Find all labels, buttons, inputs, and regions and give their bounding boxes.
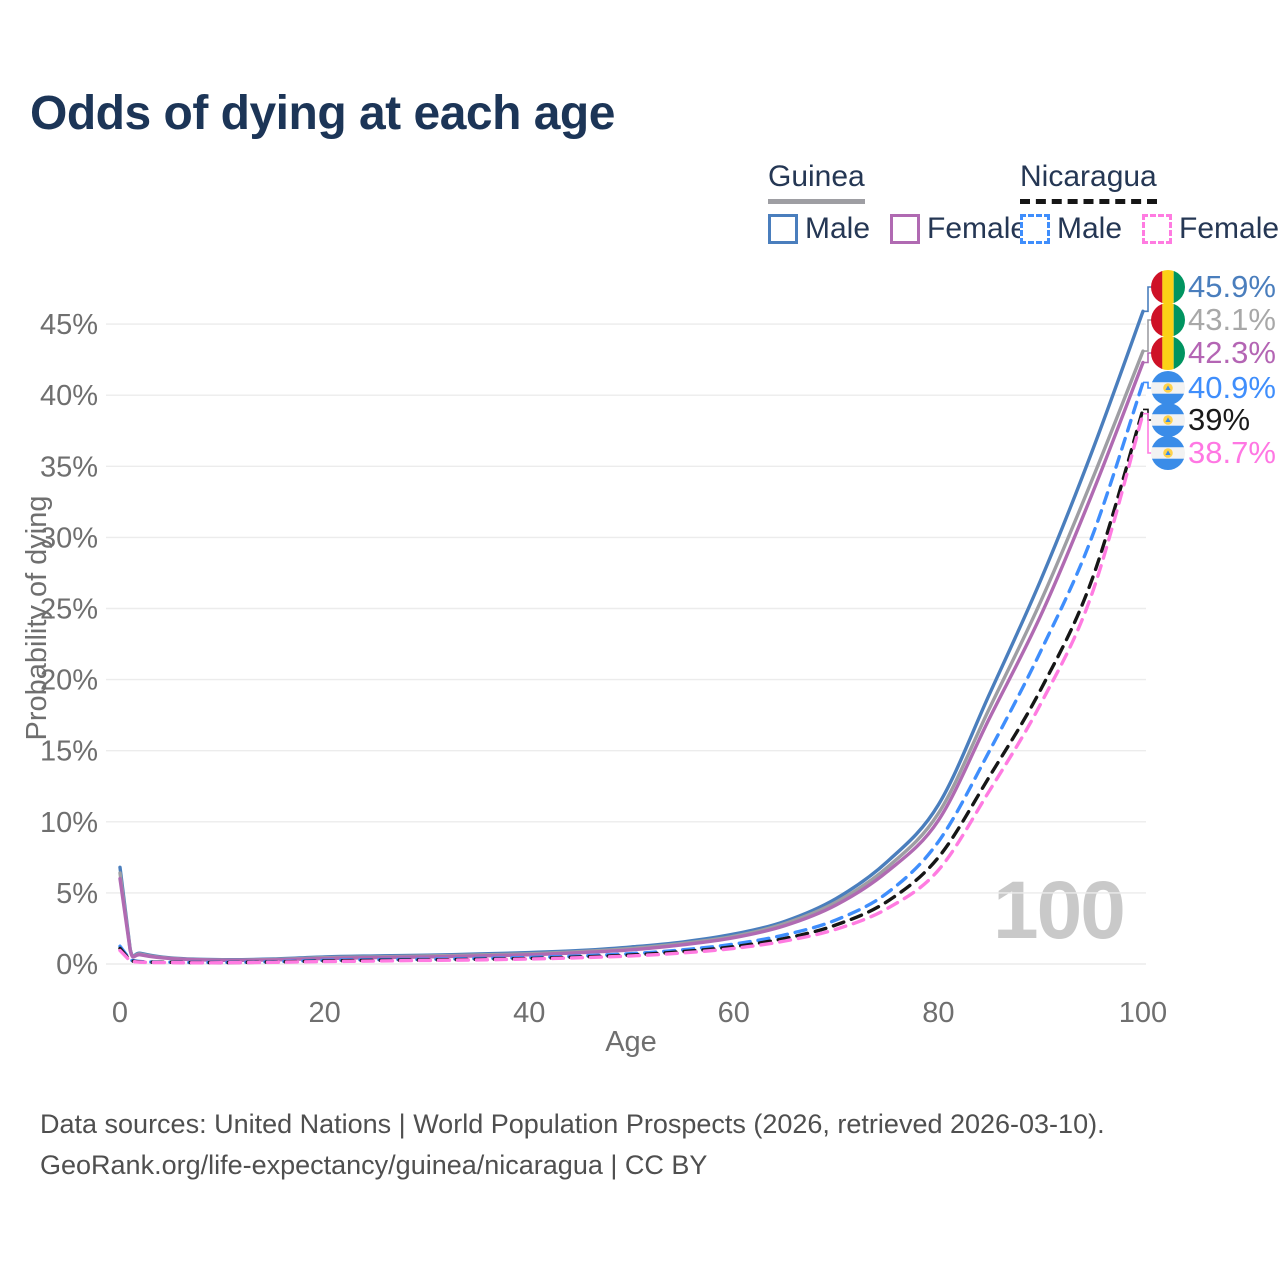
series-path-nicaragua-male [118, 380, 1145, 965]
end-label-connector [1143, 286, 1153, 313]
legend-item-label: Male [1057, 212, 1123, 245]
legend-item-label: Female [927, 212, 1028, 245]
end-value-label: 42.3% [1188, 335, 1276, 370]
series-path-guinea-male [118, 309, 1145, 962]
nicaragua-flag-icon [1151, 403, 1185, 437]
end-value-label: 38.7% [1188, 435, 1276, 470]
x-tick-label: 80 [922, 997, 954, 1029]
end-value-label: 45.9% [1188, 269, 1276, 304]
series-path-guinea-female [118, 360, 1145, 963]
guinea-flag-icon [1151, 336, 1185, 370]
y-axis-title: Probability of dying [21, 495, 53, 740]
end-value-label: 43.1% [1188, 302, 1276, 337]
legend-item-label: Female [1179, 212, 1280, 245]
series-path-nicaragua-both-sexes [118, 407, 1145, 965]
footer: Data sources: United Nations | World Pop… [40, 1104, 1105, 1186]
y-tick-label: 0% [56, 949, 98, 981]
legend-row-nicaragua: Male Female [1020, 212, 1279, 246]
x-tick-label: 100 [1119, 997, 1167, 1029]
y-tick-label: 35% [40, 451, 98, 483]
end-label-connector [1143, 352, 1153, 364]
guinea-flag-icon [1151, 303, 1185, 337]
y-tick-label: 20% [40, 665, 98, 697]
nicaragua-flag-icon [1151, 436, 1185, 470]
x-tick-label: 40 [513, 997, 545, 1029]
legend-item-guinea-female[interactable]: Female [890, 212, 1027, 246]
footer-attribution: GeoRank.org/life-expectancy/guinea/nicar… [40, 1150, 708, 1180]
legend-title-guinea: Guinea [768, 160, 865, 204]
y-tick-label: 45% [40, 309, 98, 341]
x-axis-title: Age [605, 1026, 657, 1058]
x-tick-label: 20 [308, 997, 340, 1029]
legend-item-label: Male [805, 212, 871, 245]
series-path-nicaragua-female [118, 412, 1145, 965]
legend-item-nicaragua-male[interactable]: Male [1020, 212, 1122, 246]
x-tick-label: 0 [112, 997, 128, 1029]
footer-data-sources: Data sources: United Nations | World Pop… [40, 1109, 1105, 1139]
series-path-guinea-both-sexes [118, 349, 1145, 962]
y-tick-label: 5% [56, 878, 98, 910]
page-title: Odds of dying at each age [30, 87, 615, 140]
end-label-connector [1143, 412, 1153, 454]
guinea-female-swatch-icon[interactable] [890, 214, 921, 244]
y-tick-label: 30% [40, 522, 98, 554]
y-tick-label: 25% [40, 594, 98, 626]
age-watermark: 100 [993, 865, 1126, 956]
guinea-male-swatch-icon[interactable] [768, 214, 798, 244]
guinea-flag-icon [1151, 270, 1185, 304]
end-value-label: 39% [1188, 402, 1250, 437]
nicaragua-male-swatch-icon[interactable] [1020, 214, 1050, 244]
legend-row-guinea: Male Female [768, 212, 1027, 246]
legend-item-guinea-male[interactable]: Male [768, 212, 870, 246]
nicaragua-female-swatch-icon[interactable] [1142, 214, 1173, 244]
x-tick-label: 60 [718, 997, 750, 1029]
end-label-connector [1143, 319, 1153, 352]
nicaragua-flag-icon [1151, 371, 1185, 405]
y-tick-label: 40% [40, 380, 98, 412]
y-tick-label: 10% [40, 807, 98, 839]
end-value-label: 40.9% [1188, 370, 1276, 405]
legend-title-nicaragua: Nicaragua [1020, 160, 1157, 204]
legend-group-guinea: Guinea Male Female [768, 160, 1027, 246]
end-label-connector [1143, 381, 1153, 389]
legend-group-nicaragua: Nicaragua Male Female [1020, 160, 1279, 246]
y-tick-label: 15% [40, 736, 98, 768]
legend-item-nicaragua-female[interactable]: Female [1142, 212, 1279, 246]
